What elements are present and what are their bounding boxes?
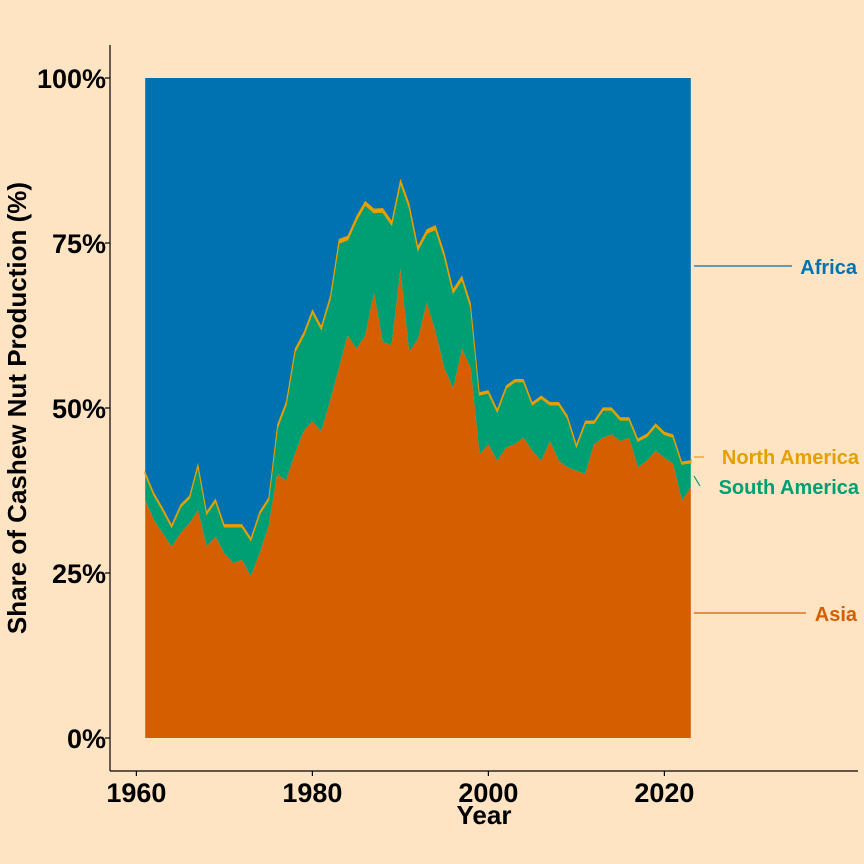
series-labels: Africa North America South America Asia xyxy=(693,257,860,626)
area-asia xyxy=(145,269,691,738)
y-axis-title: Share of Cashew Nut Production (%) xyxy=(2,182,32,634)
y-tick-label: 0% xyxy=(67,724,106,754)
africa-label: Africa xyxy=(800,257,858,279)
stacked-areas xyxy=(144,78,692,738)
asia-label: Asia xyxy=(815,604,858,626)
x-axis-title: Year xyxy=(457,800,512,830)
x-tick-label: 2000 xyxy=(458,778,518,808)
y-tick-label: 100% xyxy=(37,64,106,94)
y-tick-label: 25% xyxy=(52,559,106,589)
x-tick-label: 1980 xyxy=(282,778,342,808)
area-africa xyxy=(145,78,691,538)
y-axis-ticks: 0% 25% 50% 75% 100% xyxy=(37,64,110,754)
north-america-label: North America xyxy=(722,447,860,469)
y-tick-label: 50% xyxy=(52,394,106,424)
x-tick-label: 1960 xyxy=(106,778,166,808)
south-america-label: South America xyxy=(719,477,860,499)
south-america-label-leader xyxy=(693,475,701,487)
x-axis-ticks: 1960 1980 2000 2020 xyxy=(106,771,694,808)
y-tick-label: 75% xyxy=(52,229,106,259)
x-tick-label: 2020 xyxy=(634,778,694,808)
area-south-america xyxy=(145,182,691,577)
